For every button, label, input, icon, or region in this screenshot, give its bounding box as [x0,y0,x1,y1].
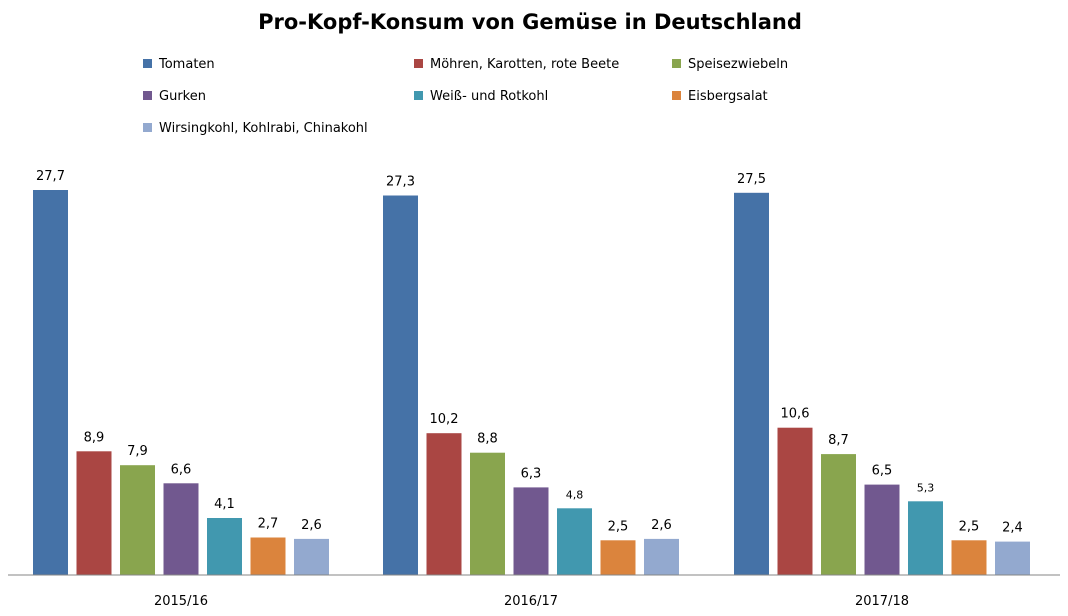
bar [383,195,418,575]
data-label: 6,3 [521,466,542,481]
data-label: 6,6 [171,462,192,477]
bar [513,487,549,575]
bar [600,540,636,576]
bar [163,483,199,575]
legend-label: Speisezwiebeln [688,57,788,72]
bar [821,454,856,575]
data-label: 2,4 [1002,521,1023,536]
data-label: 27,5 [737,172,766,187]
legend-swatch [414,59,423,68]
data-label: 2,6 [651,518,672,533]
data-label: 8,7 [828,433,849,448]
chart-title: Pro-Kopf-Konsum von Gemüse in Deutschlan… [258,10,802,34]
legend-swatch [414,91,423,100]
data-label: 27,7 [36,169,65,184]
data-label: 6,5 [872,464,893,479]
legend-label: Wirsingkohl, Kohlrabi, Chinakohl [159,121,368,136]
bar [426,433,462,575]
data-label: 7,9 [127,444,148,459]
bar [644,538,679,575]
bar [470,452,505,575]
data-label: 5,3 [917,481,935,494]
legend: Tomaten Möhren, Karotten, rote Beete Speis… [143,57,788,136]
legend-label: Eisbergsalat [688,89,768,104]
data-label: 4,8 [566,488,584,501]
legend-label: Möhren, Karotten, rote Beete [430,57,619,72]
data-label: 10,6 [781,407,810,422]
bar [864,484,900,575]
data-label: 10,2 [430,412,459,427]
data-label: 2,7 [258,517,279,532]
legend-swatch [672,59,681,68]
legend-label: Tomaten [158,57,215,72]
bar [734,192,769,576]
legend-swatch [672,91,681,100]
category-label: 2015/16 [154,594,208,609]
bar [120,465,155,575]
data-label: 2,6 [301,518,322,533]
data-label: 4,1 [214,497,235,512]
legend-swatch [143,59,152,68]
bar [908,501,943,575]
bar [33,190,68,575]
legend-label: Gurken [159,89,206,104]
data-label: 2,5 [959,519,980,534]
category-labels: 2015/16 2016/17 2017/18 [154,594,909,609]
category-label: 2016/17 [504,594,558,609]
data-labels: 27,7 8,9 7,9 6,6 4,1 2,7 2,6 27,3 10,2 8,8 6,3 4,8 2… [36,169,1023,536]
bar [294,538,329,575]
data-label: 8,9 [84,430,105,445]
bar [250,537,286,575]
data-label: 8,8 [477,432,498,447]
bar [557,508,592,575]
category-label: 2017/18 [855,594,909,609]
legend-swatch [143,91,152,100]
legend-swatch [143,123,152,132]
data-label: 27,3 [386,175,415,190]
bar [207,518,242,575]
data-label: 2,5 [608,519,629,534]
bar [777,427,813,575]
legend-label: Weiß- und Rotkohl [430,89,548,104]
bar [76,451,112,575]
bar [995,541,1030,575]
bars [33,190,1030,576]
bar [951,540,987,576]
